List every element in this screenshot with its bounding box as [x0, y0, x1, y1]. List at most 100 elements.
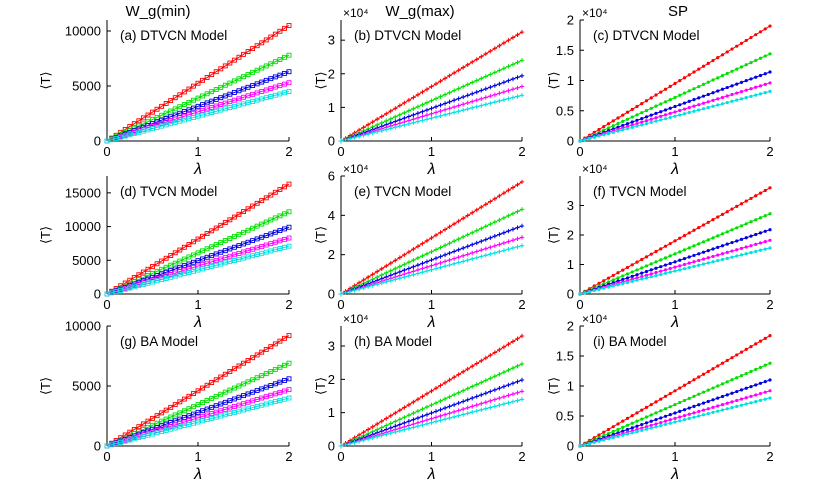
data-point [519, 84, 525, 89]
data-point [474, 382, 479, 387]
data-point [625, 280, 630, 285]
data-point [181, 267, 187, 273]
data-point [492, 374, 498, 379]
data-point [259, 40, 265, 46]
data-point [181, 263, 187, 269]
data-point [735, 239, 739, 243]
data-point [630, 431, 634, 435]
data-point [616, 427, 620, 432]
data-point [725, 393, 729, 397]
data-point [268, 369, 274, 374]
data-point [701, 408, 706, 412]
data-point [465, 397, 470, 402]
data-point [190, 97, 196, 103]
data-point [515, 182, 520, 187]
series-h-s2 [338, 361, 525, 449]
data-point [286, 224, 292, 230]
data-point [365, 274, 371, 280]
data-point [460, 245, 466, 251]
data-point [245, 72, 251, 77]
data-point [716, 396, 720, 400]
data-point [263, 77, 269, 83]
data-point [602, 279, 606, 283]
data-point [668, 405, 672, 409]
data-point [168, 121, 174, 127]
data-point [706, 238, 710, 242]
data-point [654, 111, 658, 116]
data-point [154, 106, 160, 112]
data-point [668, 84, 672, 88]
data-point [483, 355, 488, 361]
data-point [640, 102, 644, 106]
x-axis-label-f: λ [670, 314, 679, 331]
data-point [365, 427, 371, 432]
data-point [763, 82, 767, 86]
data-point [429, 267, 434, 273]
data-point [587, 290, 592, 294]
data-point [697, 226, 701, 230]
data-point [606, 437, 611, 441]
data-point [236, 54, 242, 60]
data-point [429, 402, 434, 408]
data-point [597, 439, 601, 443]
data-point [186, 242, 192, 247]
data-point [442, 405, 448, 411]
data-point [597, 433, 601, 437]
data-point [659, 110, 663, 114]
data-point [635, 276, 639, 280]
data-point [644, 415, 649, 419]
data-point [687, 396, 691, 400]
data-point [735, 67, 739, 71]
data-point [725, 100, 729, 105]
data-point [706, 220, 710, 224]
data-point [578, 444, 582, 448]
y-tick-label-c: 0 [567, 134, 574, 149]
data-point [460, 84, 466, 89]
data-point [218, 256, 224, 262]
data-point [682, 248, 687, 252]
data-point [501, 190, 507, 196]
data-point [483, 391, 488, 396]
data-point [701, 107, 706, 111]
data-point [644, 108, 649, 113]
data-point [621, 128, 625, 132]
data-point [479, 407, 484, 413]
data-point [268, 241, 274, 247]
x-tick-label-a: 2 [285, 144, 292, 159]
data-point [245, 49, 251, 54]
data-point [163, 421, 169, 427]
y-axis-label-g: ⟨T⟩ [38, 377, 53, 395]
data-point [227, 236, 233, 241]
x-axis-label-i: λ [670, 466, 679, 483]
data-point [483, 400, 488, 405]
data-point [488, 389, 493, 394]
data-point [231, 90, 237, 95]
data-point [701, 223, 706, 227]
y-exponent-f: ×10⁴ [582, 162, 608, 176]
data-point [506, 88, 511, 93]
data-point [231, 404, 237, 409]
data-point [451, 110, 457, 115]
data-point [483, 246, 488, 251]
data-point [447, 224, 452, 229]
data-point [388, 430, 393, 436]
data-point [678, 419, 682, 423]
data-point [456, 109, 461, 114]
series-e-s2 [338, 207, 525, 297]
data-point [749, 345, 753, 349]
data-point [241, 360, 246, 366]
series-b-s1 [338, 29, 525, 144]
data-point [659, 258, 663, 262]
data-point [204, 254, 210, 260]
data-point [236, 256, 242, 262]
data-point [474, 394, 479, 399]
data-point [159, 266, 165, 272]
data-point [578, 292, 582, 296]
data-point [241, 241, 246, 247]
data-point [181, 117, 187, 123]
data-point [460, 216, 466, 221]
data-point [635, 430, 639, 434]
series-line-a-s3 [106, 71, 290, 142]
data-point [470, 80, 475, 85]
data-point [411, 425, 416, 430]
